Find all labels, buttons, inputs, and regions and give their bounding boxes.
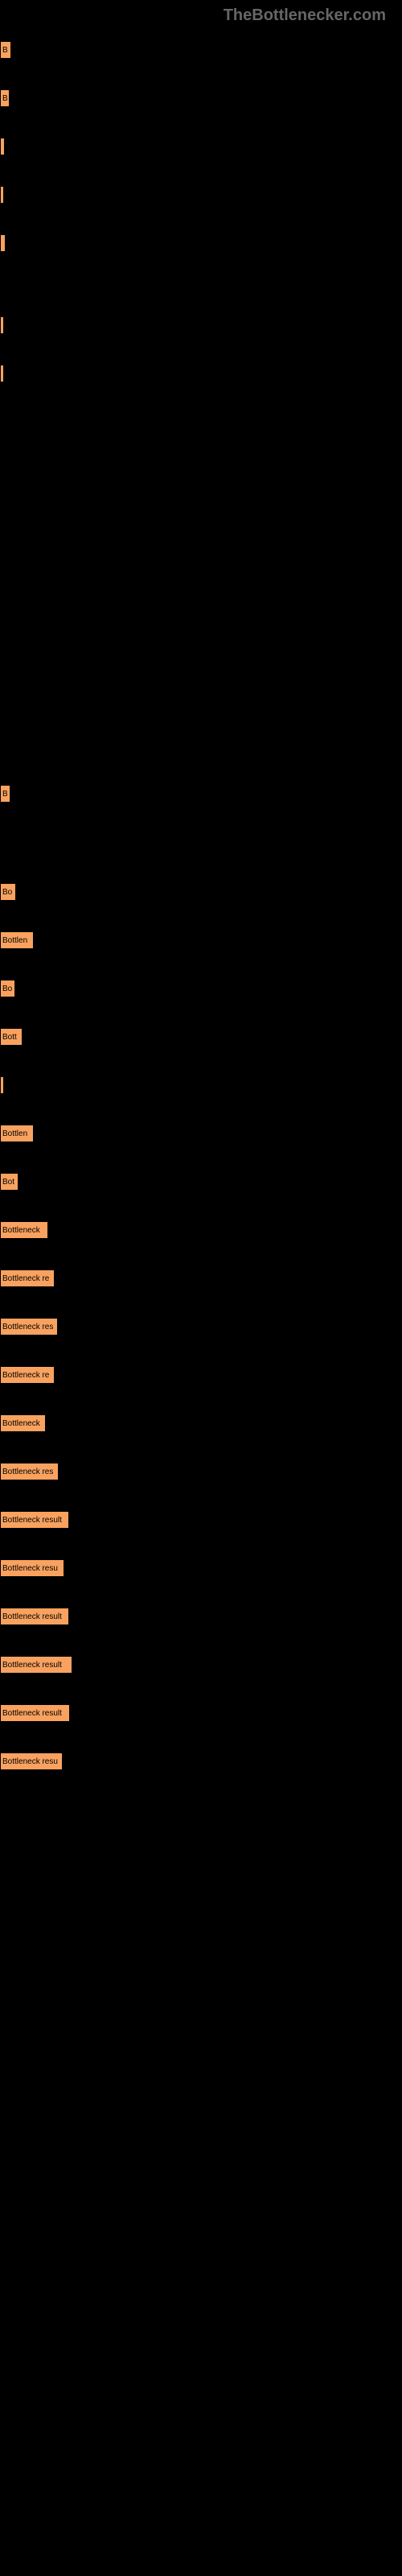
bar-row: Bot <box>0 1173 402 1191</box>
bar <box>0 186 4 204</box>
bar-row: Bottleneck result <box>0 1511 402 1529</box>
bar-row <box>0 316 402 334</box>
bar: Bottleneck <box>0 1414 46 1432</box>
bar: Bottleneck result <box>0 1704 70 1722</box>
bar-row: Bottleneck <box>0 1221 402 1239</box>
bar <box>0 234 6 252</box>
bar-row: B <box>0 41 402 59</box>
bar: Bottleneck result <box>0 1656 72 1674</box>
bar: Bottleneck result <box>0 1511 69 1529</box>
bar: B <box>0 89 10 107</box>
bar-row: Bo <box>0 883 402 901</box>
bar <box>0 138 5 155</box>
bar: B <box>0 785 10 803</box>
bar-row: Bottleneck re <box>0 1269 402 1287</box>
bar-row: Bottleneck <box>0 1414 402 1432</box>
bar: B <box>0 41 11 59</box>
bar-row: B <box>0 785 402 803</box>
bar: Bottlen <box>0 931 34 949</box>
bar: Bo <box>0 883 16 901</box>
bar: Bottleneck res <box>0 1463 59 1480</box>
bar-row <box>0 186 402 204</box>
bar: Bottleneck result <box>0 1608 69 1625</box>
bar: Bottleneck re <box>0 1269 55 1287</box>
bar-row: Bottleneck re <box>0 1366 402 1384</box>
bar-row: Bottlen <box>0 1125 402 1142</box>
bar: Bottleneck <box>0 1221 48 1239</box>
bar-row: Bottleneck res <box>0 1318 402 1335</box>
bar-row: Bottleneck result <box>0 1608 402 1625</box>
bar-row: Bottleneck resu <box>0 1559 402 1577</box>
bar: Bot <box>0 1173 18 1191</box>
bar-row: Bottleneck result <box>0 1656 402 1674</box>
bar <box>0 365 4 382</box>
bar-row: Bottlen <box>0 931 402 949</box>
bar-row <box>0 234 402 252</box>
bar: Bottleneck re <box>0 1366 55 1384</box>
bars-container: B B B Bo Bottlen Bo Bott Bottlen Bot Bottleneck Bo… <box>0 25 402 1770</box>
bar: Bott <box>0 1028 23 1046</box>
bar: Bottleneck resu <box>0 1752 63 1770</box>
bar: Bo <box>0 980 15 997</box>
bar <box>0 316 4 334</box>
bar-row: Bottleneck res <box>0 1463 402 1480</box>
bar: Bottlen <box>0 1125 34 1142</box>
bar: Bottleneck res <box>0 1318 58 1335</box>
bar <box>0 1076 4 1094</box>
bar-row: Bottleneck resu <box>0 1752 402 1770</box>
bar-row <box>0 365 402 382</box>
bar-row <box>0 1076 402 1094</box>
watermark: TheBottlenecker.com <box>0 0 402 25</box>
bar-row: Bottleneck result <box>0 1704 402 1722</box>
bar: Bottleneck resu <box>0 1559 64 1577</box>
bar-row <box>0 138 402 155</box>
bar-row: Bott <box>0 1028 402 1046</box>
bar-row: Bo <box>0 980 402 997</box>
bar-row: B <box>0 89 402 107</box>
